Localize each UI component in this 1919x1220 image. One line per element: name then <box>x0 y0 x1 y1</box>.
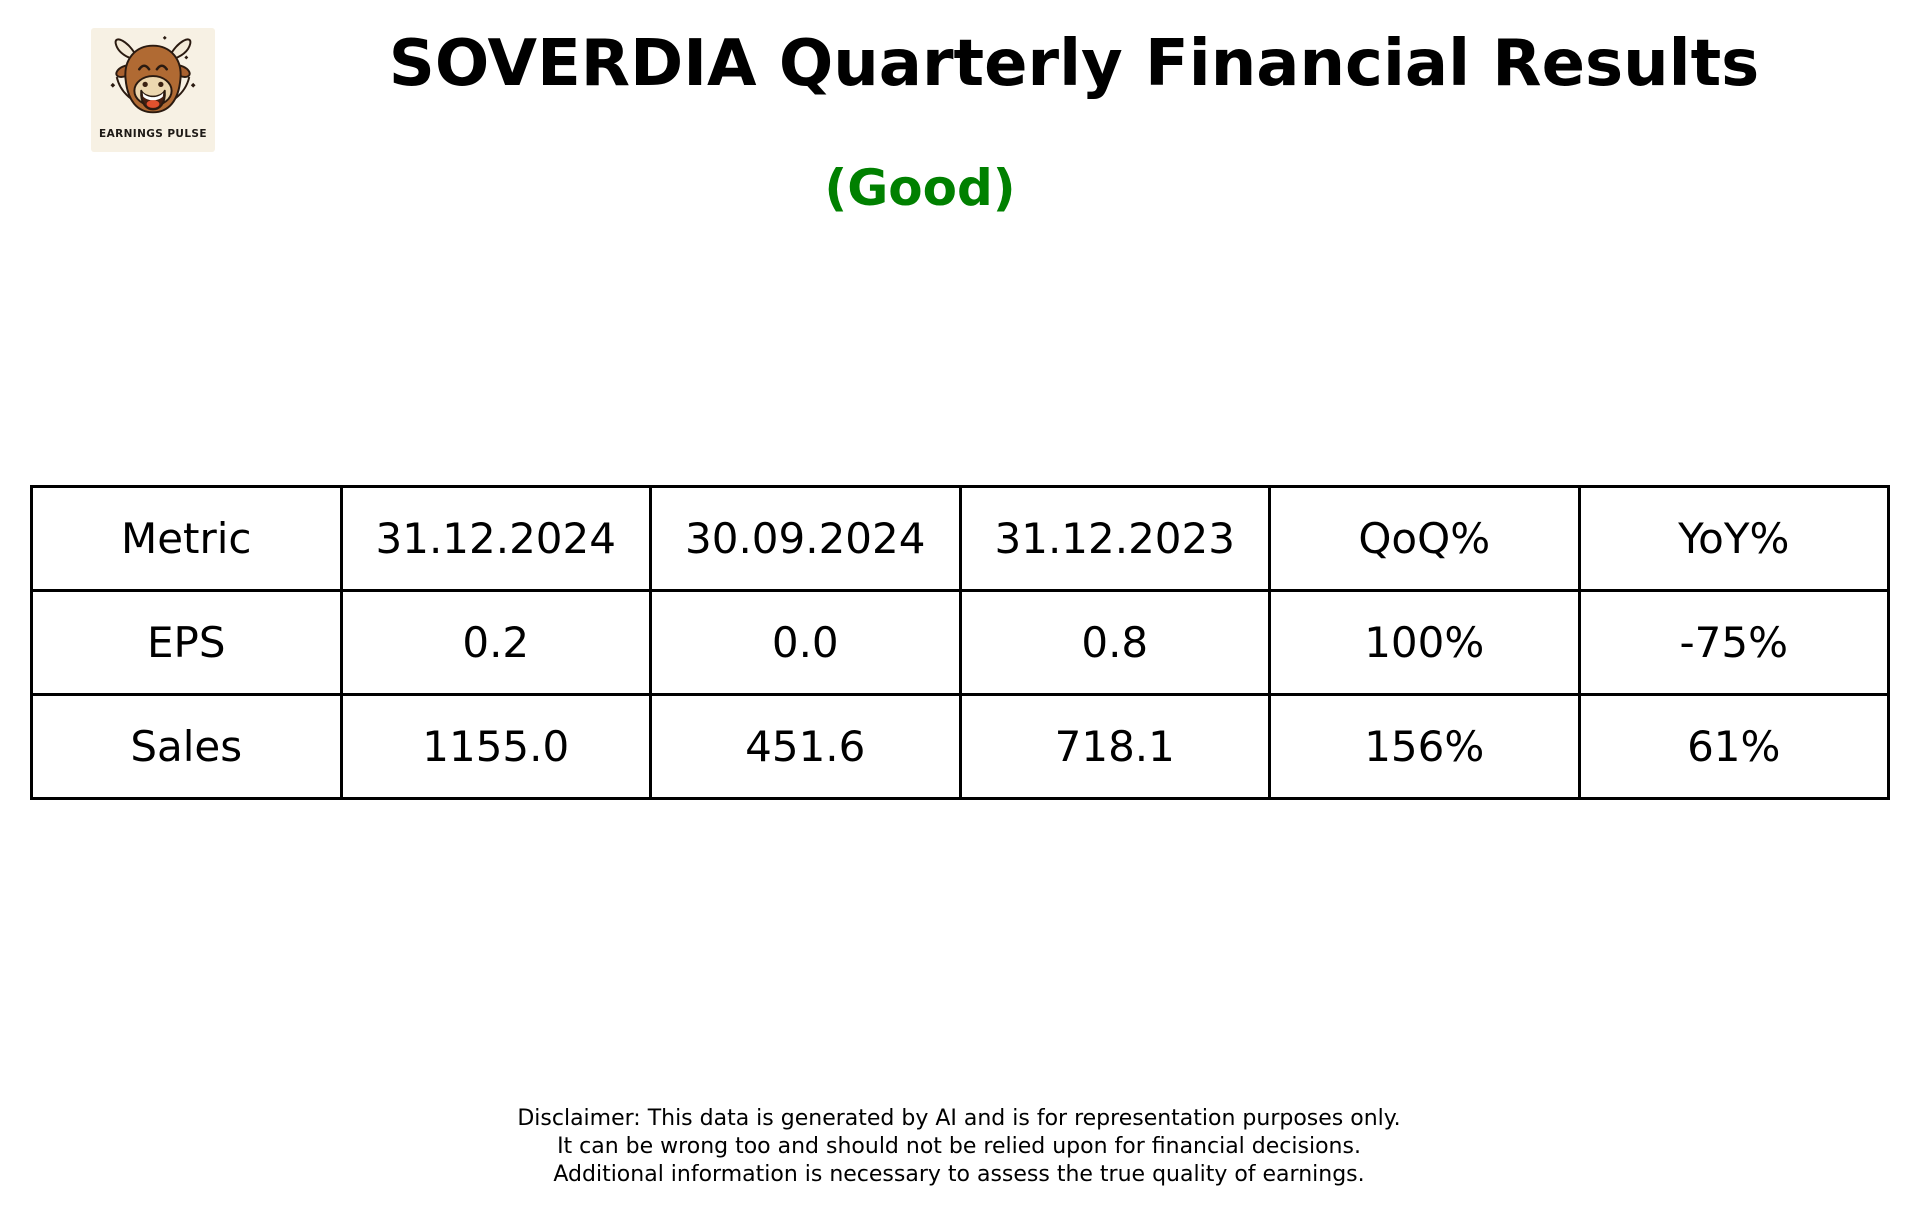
logo: EARNINGS PULSE <box>91 28 215 152</box>
cell-eps-year-ago: 0.8 <box>958 589 1271 696</box>
cell-sales-previous: 451.6 <box>649 693 962 800</box>
col-header-current-quarter: 31.12.2024 <box>339 485 652 592</box>
cell-sales-year-ago: 718.1 <box>958 693 1271 800</box>
table-row-sales: Sales 1155.0 451.6 718.1 156% 61% <box>30 693 1890 800</box>
financial-results-table: Metric 31.12.2024 30.09.2024 31.12.2023 … <box>30 485 1890 800</box>
table-header-row: Metric 31.12.2024 30.09.2024 31.12.2023 … <box>30 485 1890 592</box>
disclaimer-line-3: Additional information is necessary to a… <box>553 1162 1365 1187</box>
cell-eps-yoy: -75% <box>1577 589 1890 696</box>
logo-brand-text: EARNINGS PULSE <box>99 128 207 140</box>
cell-eps-current: 0.2 <box>339 589 652 696</box>
disclaimer-line-2: It can be wrong too and should not be re… <box>557 1134 1361 1159</box>
cell-sales-metric: Sales <box>30 693 343 800</box>
col-header-year-ago-quarter: 31.12.2023 <box>958 485 1271 592</box>
col-header-yoy: YoY% <box>1577 485 1890 592</box>
table-row-eps: EPS 0.2 0.0 0.8 100% -75% <box>30 589 1890 696</box>
disclaimer: Disclaimer: This data is generated by AI… <box>517 1105 1400 1189</box>
page-title: SOVERDIA Quarterly Financial Results <box>388 27 1760 101</box>
laughing-bull-icon <box>110 35 196 114</box>
cell-eps-metric: EPS <box>30 589 343 696</box>
verdict-subtitle: (Good) <box>824 159 1016 217</box>
col-header-metric: Metric <box>30 485 343 592</box>
cell-sales-qoq: 156% <box>1268 693 1581 800</box>
disclaimer-line-1: Disclaimer: This data is generated by AI… <box>517 1106 1401 1131</box>
cell-eps-previous: 0.0 <box>649 589 962 696</box>
cell-sales-yoy: 61% <box>1577 693 1890 800</box>
col-header-qoq: QoQ% <box>1268 485 1581 592</box>
cell-sales-current: 1155.0 <box>339 693 652 800</box>
cell-eps-qoq: 100% <box>1268 589 1581 696</box>
col-header-previous-quarter: 30.09.2024 <box>649 485 962 592</box>
